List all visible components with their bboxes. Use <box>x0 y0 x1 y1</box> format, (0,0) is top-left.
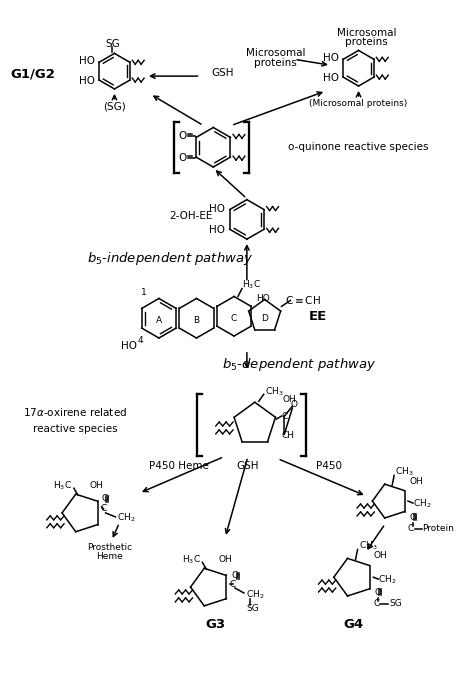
Text: CH$_3$: CH$_3$ <box>358 539 377 552</box>
Text: O: O <box>231 571 238 580</box>
Text: C: C <box>100 504 107 513</box>
Text: GSH: GSH <box>237 462 259 471</box>
Text: HO: HO <box>209 225 225 235</box>
Text: C$\equiv$CH: C$\equiv$CH <box>285 294 321 306</box>
Text: 17$\alpha$-oxirene related: 17$\alpha$-oxirene related <box>23 406 127 418</box>
Text: Heme: Heme <box>96 552 123 561</box>
Text: H$_3$C: H$_3$C <box>182 553 201 565</box>
Text: o-quinone reactive species: o-quinone reactive species <box>288 142 429 153</box>
Text: proteins: proteins <box>254 58 297 68</box>
Text: HO: HO <box>323 54 339 63</box>
Text: HO: HO <box>256 294 270 303</box>
Text: A: A <box>156 316 162 325</box>
Text: G1/G2: G1/G2 <box>11 68 55 81</box>
Text: C: C <box>282 412 288 420</box>
Text: O: O <box>179 132 187 142</box>
Text: OH: OH <box>410 477 424 486</box>
Text: HO: HO <box>323 73 339 83</box>
Text: D: D <box>261 314 268 323</box>
Text: C: C <box>230 580 236 589</box>
Text: O: O <box>291 400 298 409</box>
Text: HO: HO <box>121 341 137 351</box>
Text: OH: OH <box>90 481 103 490</box>
Text: HO: HO <box>79 76 95 86</box>
Text: CH$_2$: CH$_2$ <box>413 498 431 511</box>
Text: O: O <box>101 494 108 502</box>
Text: SG: SG <box>105 39 120 49</box>
Text: Protein: Protein <box>422 524 454 534</box>
Text: O: O <box>179 153 187 163</box>
Text: O: O <box>375 589 382 597</box>
Text: GSH: GSH <box>211 68 233 78</box>
Text: CH$_3$: CH$_3$ <box>395 465 414 478</box>
Text: G3: G3 <box>205 618 225 631</box>
Text: P450 Heme: P450 Heme <box>149 462 209 471</box>
Text: OH: OH <box>218 555 232 564</box>
Text: G4: G4 <box>344 618 364 631</box>
Text: CH$_2$: CH$_2$ <box>378 574 397 586</box>
Text: O: O <box>410 513 417 522</box>
Text: C: C <box>373 599 380 608</box>
Text: proteins: proteins <box>345 37 388 47</box>
Text: CH$_2$: CH$_2$ <box>118 512 136 524</box>
Text: C: C <box>408 524 414 534</box>
Text: OH: OH <box>374 551 387 560</box>
Text: 2-OH-EE: 2-OH-EE <box>169 212 212 222</box>
Text: 4: 4 <box>137 336 143 346</box>
Text: EE: EE <box>309 310 328 323</box>
Text: CH$_2$: CH$_2$ <box>246 589 264 601</box>
Text: H$_3$C: H$_3$C <box>53 479 72 492</box>
Text: P450: P450 <box>316 462 342 471</box>
Text: 1: 1 <box>141 288 147 297</box>
Text: C: C <box>231 314 237 323</box>
Text: $b_5$-independent pathway: $b_5$-independent pathway <box>87 250 253 267</box>
Text: (Microsomal proteins): (Microsomal proteins) <box>310 99 408 108</box>
Text: Microsomal: Microsomal <box>246 48 305 58</box>
Text: Microsomal: Microsomal <box>337 28 396 38</box>
Text: (SG): (SG) <box>103 102 126 112</box>
Text: OH: OH <box>283 395 296 404</box>
Text: SG: SG <box>389 599 402 608</box>
Text: CH$_3$: CH$_3$ <box>264 385 283 397</box>
Text: HO: HO <box>79 56 95 66</box>
Text: CH: CH <box>282 431 294 440</box>
Text: B: B <box>193 316 200 325</box>
Text: reactive species: reactive species <box>33 424 117 434</box>
Text: $b_5$-dependent pathway: $b_5$-dependent pathway <box>222 356 376 373</box>
Text: Prosthetic: Prosthetic <box>87 543 132 552</box>
Text: SG: SG <box>246 604 259 614</box>
Text: H$_3$C: H$_3$C <box>242 279 261 291</box>
Text: HO: HO <box>209 203 225 214</box>
